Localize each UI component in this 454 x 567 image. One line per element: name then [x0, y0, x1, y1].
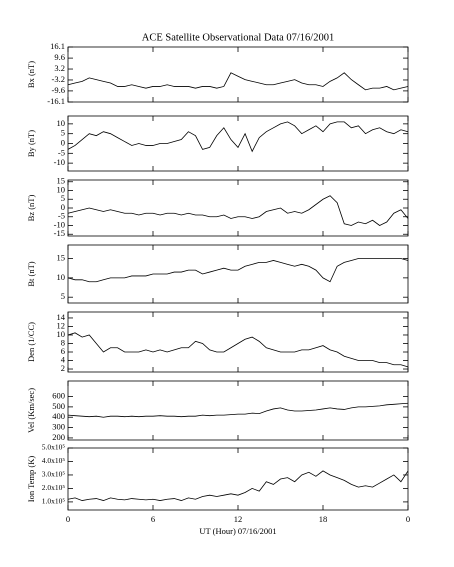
y-tick-label: 9.6: [54, 52, 65, 62]
data-line: [67, 402, 409, 418]
y-tick-label: 500: [52, 401, 65, 411]
y-tick-label: 0: [61, 137, 65, 147]
y-axis-label: By (nT): [26, 130, 36, 157]
y-tick-label: 2.0x10⁵: [42, 483, 66, 492]
y-tick-label: 5: [61, 128, 65, 138]
y-tick-label: 5: [61, 193, 65, 203]
y-tick-label: 8: [61, 337, 65, 347]
y-axis-label: Ion Temp (K): [26, 456, 36, 503]
y-tick-label: 3.2: [54, 63, 65, 73]
y-tick-label: -15: [54, 228, 65, 238]
y-tick-label: 5: [61, 291, 65, 301]
y-tick-label: 5.0x10⁵: [42, 443, 66, 452]
y-tick-label: 15: [57, 176, 66, 186]
y-tick-label: 3.0x10⁵: [42, 470, 66, 479]
y-tick-label: -16.1: [47, 96, 65, 106]
y-axis-label: Bz (nT): [26, 194, 36, 221]
data-line: [67, 195, 409, 226]
x-tick-label: 12: [234, 514, 243, 524]
data-line: [67, 121, 409, 153]
chart-title: ACE Satellite Observational Data 07/16/2…: [142, 32, 334, 43]
data-line: [67, 332, 409, 368]
y-tick-label: -3.2: [52, 74, 65, 84]
y-tick-label: 16.1: [50, 41, 65, 51]
x-tick-label: 0: [66, 514, 70, 524]
data-line: [67, 72, 409, 91]
y-tick-label: 0: [61, 202, 65, 212]
y-tick-label: 600: [52, 390, 65, 400]
y-axis-label: Den (1/CC): [26, 322, 36, 362]
y-tick-label: 14: [57, 312, 66, 322]
y-axis-label: Bt (nT): [26, 261, 36, 286]
y-tick-label: 10: [57, 272, 66, 282]
y-tick-label: 400: [52, 411, 65, 421]
y-tick-label: 4.0x10⁵: [42, 456, 66, 465]
y-tick-label: -10: [54, 157, 65, 167]
y-tick-label: -5: [58, 147, 65, 157]
y-tick-label: -5: [58, 211, 65, 221]
x-axis-label: UT (Hour) 07/16/2001: [199, 526, 276, 536]
y-tick-label: 300: [52, 422, 65, 432]
data-line: [67, 258, 409, 283]
y-tick-label: 6: [61, 346, 65, 356]
y-tick-label: 10: [57, 329, 66, 339]
y-tick-label: 10: [57, 184, 66, 194]
y-tick-label: 15: [57, 252, 66, 262]
y-axis-label: Bx (nT): [26, 61, 36, 88]
y-tick-label: 200: [52, 432, 65, 442]
y-tick-label: 4: [61, 354, 66, 364]
y-axis-label: Vel (Km/sec): [26, 388, 36, 433]
y-tick-label: 2: [61, 363, 65, 373]
y-tick-label: 12: [57, 320, 66, 330]
x-tick-label: 18: [319, 514, 328, 524]
y-tick-label: -9.6: [52, 85, 65, 95]
y-tick-label: 1.0x10⁵: [42, 497, 66, 506]
x-tick-label: 6: [151, 514, 155, 524]
x-tick-label: 0: [406, 514, 410, 524]
y-tick-label: 10: [57, 118, 66, 128]
data-line: [67, 470, 409, 501]
y-tick-label: -10: [54, 219, 65, 229]
